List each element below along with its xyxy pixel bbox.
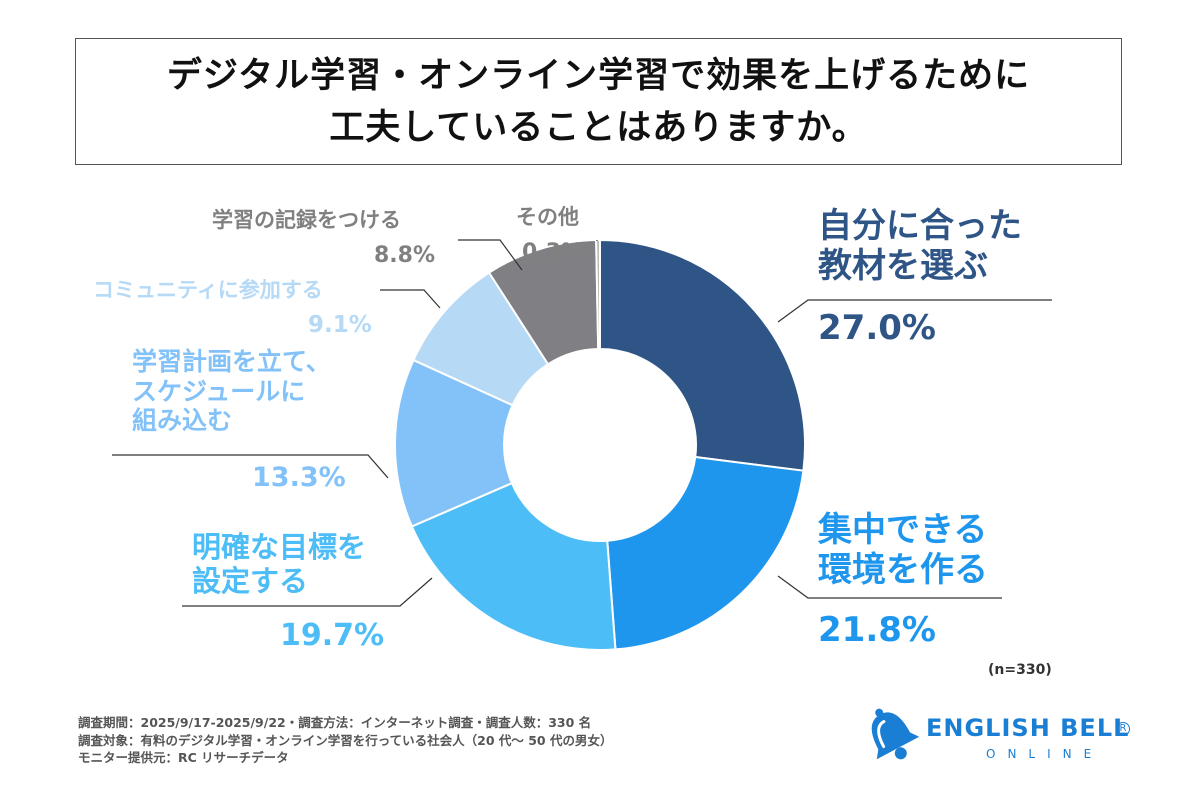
brand-subtitle: ONLINE	[986, 747, 1104, 761]
page-title-line2: 工夫していることはありますか。	[329, 107, 868, 148]
percent-set-goals: 19.7%	[280, 618, 385, 653]
slice-study-plan	[394, 358, 514, 528]
label-line: 学習の記録をつける	[212, 208, 401, 232]
page-title-line1: デジタル学習・オンライン学習で効果を上げるために	[166, 55, 1031, 96]
label-line: 学習計画を立て、	[132, 347, 331, 376]
leader-set-goals	[182, 577, 433, 607]
label-join-community: コミュニティに参加する	[93, 278, 323, 303]
label-line: 自分に合った	[818, 206, 1022, 246]
survey-target: 調査対象：有料のデジタル学習・オンライン学習を行っている社会人（20 代～ 50…	[78, 732, 613, 748]
label-line: 組み込む	[132, 406, 233, 435]
leader-study-plan	[112, 454, 389, 479]
percent-choose-materials: 27.0%	[818, 308, 936, 348]
survey-period: 調査期間：2025/9/17-2025/9/22・調査方法：インターネット調査・…	[78, 715, 592, 730]
brand-logo: ENGLISH BELL R ONLINE	[858, 700, 1158, 772]
label-line: 集中できる	[818, 510, 988, 550]
slice-set-goals	[410, 481, 617, 651]
label-line: 環境を作る	[818, 550, 988, 591]
label-set-goals: 明確な目標を 設定する	[192, 530, 366, 598]
label-other: その他	[516, 205, 579, 230]
label-line: スケジュールに	[132, 376, 306, 406]
percent-join-community: 9.1%	[308, 312, 372, 338]
label-choose-materials: 自分に合った 教材を選ぶ	[818, 206, 1022, 286]
slice-choose-materials	[599, 238, 806, 472]
leader-focus-environment	[777, 575, 1002, 599]
label-line: 教材を選ぶ	[818, 246, 988, 287]
percent-study-plan: 13.3%	[252, 462, 346, 493]
label-line: コミュニティに参加する	[93, 278, 323, 302]
survey-provider: モニター提供元：RC リサーチデータ	[78, 750, 289, 765]
leader-join-community	[380, 289, 441, 309]
label-line: 明確な目標を	[192, 530, 367, 564]
brand-name: ENGLISH BELL	[926, 714, 1130, 742]
leader-choose-materials	[777, 299, 1052, 323]
title-box: デジタル学習・オンライン学習で効果を上げるために 工夫していることはありますか。	[75, 38, 1122, 165]
label-study-plan: 学習計画を立て、 スケジュールに 組み込む	[132, 347, 331, 436]
percent-other: 0.3%	[522, 240, 584, 265]
slice-focus-environment	[606, 455, 805, 651]
label-line: 設定する	[192, 564, 309, 599]
label-focus-environment: 集中できる 環境を作る	[818, 510, 988, 590]
percent-focus-environment: 21.8%	[818, 610, 936, 650]
leader-keep-records	[458, 239, 523, 271]
label-line: その他	[516, 205, 579, 229]
label-keep-records: 学習の記録をつける	[212, 208, 401, 233]
bell-icon	[871, 708, 920, 760]
sample-size: (n=330)	[988, 662, 1052, 678]
percent-keep-records: 8.8%	[374, 243, 436, 268]
survey-notes: 調査期間：2025/9/17-2025/9/22・調査方法：インターネット調査・…	[78, 714, 612, 767]
registered-mark: R	[1116, 722, 1130, 736]
